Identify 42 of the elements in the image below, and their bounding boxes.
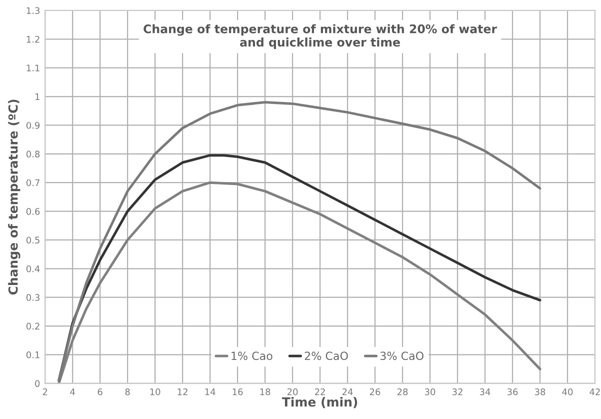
x-tick-label: 20 xyxy=(287,388,298,396)
y-tick-label: 0.9 xyxy=(26,122,40,129)
x-tick-label: 6 xyxy=(98,388,102,396)
y-tick-label: 1.1 xyxy=(26,64,40,72)
line-series xyxy=(58,101,542,382)
x-tick-label: 22 xyxy=(314,388,325,396)
y-tick-label: 1.2 xyxy=(26,36,40,43)
legend-label: 1% Cao xyxy=(232,352,272,360)
y-tick-label: 0.1 xyxy=(26,351,40,358)
x-tick-label: 2 xyxy=(42,388,48,396)
y-tick-label: 0.3 xyxy=(26,294,40,301)
x-axis-title: Time (min) xyxy=(282,396,358,408)
x-tick-label: 26 xyxy=(370,388,380,396)
x-tick-label: 42 xyxy=(590,388,600,396)
x-tick-label: 30 xyxy=(424,388,436,396)
x-tick-label: 16 xyxy=(232,388,243,396)
y-tick-label: 1.3 xyxy=(26,7,40,14)
legend-label: 3% CaO xyxy=(380,352,424,360)
x-tick-label: 10 xyxy=(150,388,160,396)
text: Change of temperature of mixture with 20% of water and quicklime over time xyxy=(144,24,498,49)
y-tick-label: 0.6 xyxy=(26,208,40,215)
y-tick-label: 0.2 xyxy=(26,322,40,330)
x-tick-label: 36 xyxy=(507,388,518,396)
x-tick-label: 8 xyxy=(125,388,130,396)
y-tick-label: 0.5 xyxy=(26,236,40,244)
x-tick-label: 34 xyxy=(480,388,490,396)
y-tick-label: 1 xyxy=(35,93,40,100)
x-tick-label: 18 xyxy=(260,388,270,396)
x-tick-label: 14 xyxy=(205,388,216,396)
y-tick-label: 0.4 xyxy=(26,265,40,272)
y-tick-label: 0.7 xyxy=(26,179,40,186)
legend-label: 2% CaO xyxy=(304,352,348,360)
y-axis-title: Change of temperature (ºC) xyxy=(8,100,20,295)
y-tick-label: 0.8 xyxy=(26,150,40,158)
x-tick-label: 24 xyxy=(342,388,353,396)
x-tick-label: 32 xyxy=(452,388,462,396)
y-tick-label: 0 xyxy=(35,380,40,387)
x-tick-label: 40 xyxy=(562,388,573,396)
x-tick-label: 12 xyxy=(178,388,188,396)
x-tick-label: 38 xyxy=(534,388,546,396)
x-tick-label: 4 xyxy=(70,388,75,396)
x-tick-label: 28 xyxy=(397,388,408,396)
